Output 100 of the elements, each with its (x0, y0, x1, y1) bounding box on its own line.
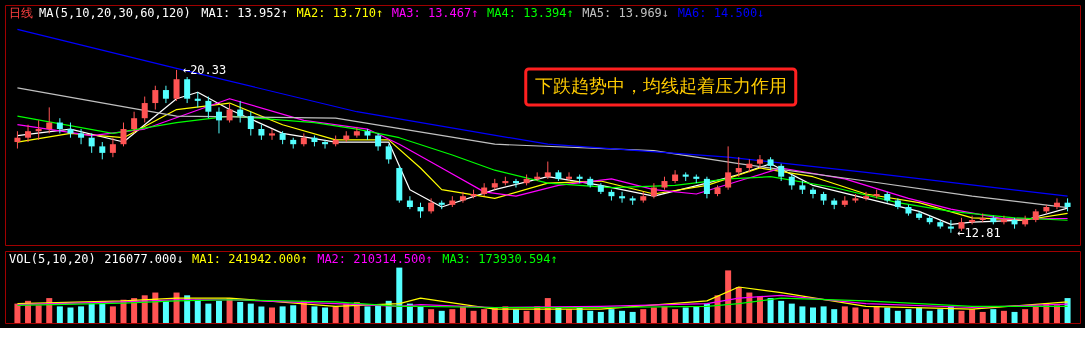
bar (608, 309, 615, 323)
candlestick (725, 145, 732, 191)
text: MA3: 173930.594↑ (442, 252, 558, 266)
candlestick (756, 154, 763, 169)
candlestick (205, 96, 212, 119)
candlestick (916, 210, 923, 221)
candlestick (703, 176, 710, 199)
bar (566, 309, 573, 323)
bar (205, 303, 212, 323)
bar (746, 292, 753, 323)
bar (279, 306, 286, 323)
candlestick (269, 128, 276, 141)
candlestick (141, 96, 148, 124)
bar (78, 306, 85, 323)
candlestick (88, 132, 95, 154)
text: MA3: 13.467↑ (391, 6, 479, 20)
bar (873, 306, 880, 323)
bar (311, 306, 318, 323)
bar (14, 303, 21, 323)
bar (258, 306, 265, 323)
chart-subtitle: MA(5,10,20,30,60,120) (39, 6, 191, 20)
bar (767, 298, 774, 323)
bar (682, 307, 689, 323)
bar (481, 309, 488, 323)
candlestick (353, 126, 360, 139)
bar (364, 306, 371, 323)
bar (428, 309, 435, 323)
candlestick (25, 124, 32, 143)
bar (1053, 305, 1060, 323)
candlestick (406, 195, 413, 210)
bar (1011, 311, 1018, 323)
candlestick (385, 143, 392, 165)
candlestick (375, 132, 382, 152)
candlestick (173, 69, 180, 102)
candlestick (428, 197, 435, 215)
candlestick (131, 111, 138, 134)
candlestick (247, 111, 254, 137)
candlestick (35, 119, 42, 141)
candlestick (109, 137, 116, 158)
text: MA4: 13.394↑ (487, 6, 574, 20)
bar (672, 309, 679, 323)
annotation: ←12.81 (957, 225, 1001, 240)
chart-subtitle: 216077.000↓ (104, 252, 184, 266)
candlestick (322, 139, 329, 150)
bar (778, 300, 785, 323)
bar (1022, 309, 1029, 323)
candlestick (619, 191, 626, 204)
text: MA5: 13.969↓ (582, 6, 670, 20)
bar (226, 298, 233, 323)
bar (237, 301, 244, 323)
bar (894, 310, 901, 323)
bar (650, 307, 657, 323)
bar (809, 307, 816, 323)
text: MA1: 13.952↑ (201, 6, 288, 20)
bar (629, 311, 636, 323)
bar (470, 310, 477, 323)
bar (640, 309, 647, 323)
candlestick (459, 191, 466, 204)
bar (969, 309, 976, 323)
bar (322, 307, 329, 323)
bar (905, 309, 912, 323)
bar (958, 310, 965, 323)
bar (831, 309, 838, 323)
candlestick (46, 106, 53, 134)
bar (863, 309, 870, 323)
candlestick (512, 178, 519, 189)
bar (523, 310, 530, 323)
bar (597, 311, 604, 323)
candlestick (894, 197, 901, 210)
bar (926, 310, 933, 323)
bar (162, 300, 169, 323)
bar (247, 303, 254, 323)
bar (56, 306, 63, 323)
candlestick (184, 76, 191, 104)
annotation: ←20.33 (182, 62, 227, 77)
bar (332, 306, 339, 323)
chart-title: 日线 (9, 6, 33, 20)
bar (990, 309, 997, 323)
bar (756, 296, 763, 323)
bar (820, 306, 827, 323)
chart-title: VOL(5,10,20) (9, 252, 96, 266)
bar (703, 303, 710, 323)
candlestick (1022, 215, 1029, 228)
bar (35, 305, 42, 323)
candlestick (863, 191, 870, 202)
bar (979, 311, 986, 323)
bar (88, 303, 95, 323)
bar (587, 310, 594, 323)
text: MA1: 241942.000↑ (192, 252, 308, 266)
candlestick (215, 106, 222, 134)
candlestick (226, 102, 233, 124)
bar (215, 300, 222, 323)
bar (1000, 310, 1007, 323)
bar (67, 307, 74, 323)
text: MA2: 210314.500↑ (317, 252, 433, 266)
candlestick (947, 219, 954, 234)
bar (290, 305, 297, 323)
text: MA6: 14.500↓ (677, 6, 765, 20)
candlestick (1000, 215, 1007, 225)
bar (99, 301, 106, 323)
